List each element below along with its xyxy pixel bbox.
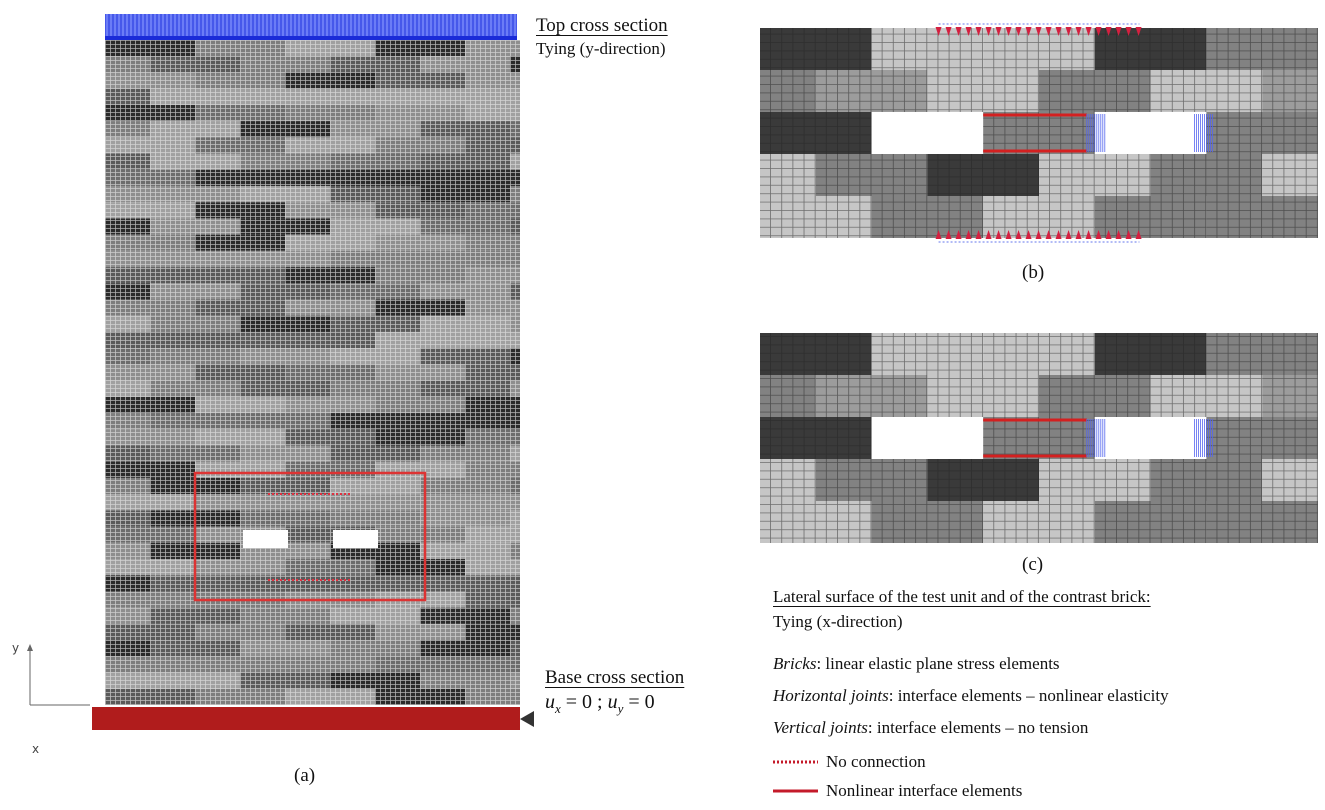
legend-key-label: No connection xyxy=(826,753,926,770)
mesh-grid xyxy=(105,40,520,705)
mesh-grid xyxy=(1039,154,1151,196)
condition-part: u xyxy=(545,691,555,713)
legend-key-label: Nonlinear interface elements xyxy=(826,782,1022,799)
axis-x-label: x xyxy=(32,743,39,755)
legend-term: Bricks xyxy=(773,654,816,673)
mesh-grid xyxy=(1151,154,1263,196)
condition-part: = 0 xyxy=(623,691,654,713)
mesh-grid xyxy=(1206,28,1318,70)
mesh-grid xyxy=(1039,375,1151,417)
brick xyxy=(1095,112,1207,154)
mesh-grid xyxy=(983,417,1095,459)
legend-description: : linear elastic plane stress elements xyxy=(816,654,1059,673)
mesh-grid xyxy=(816,375,928,417)
mesh-grid xyxy=(1262,375,1318,417)
mesh-grid xyxy=(1262,70,1318,112)
base-condition: ux = 0 ; uy = 0 xyxy=(545,692,655,715)
hole xyxy=(333,530,378,548)
top-label: Top cross section xyxy=(536,16,668,35)
mesh-grid xyxy=(760,70,816,112)
legend-item: Vertical joints: interface elements – no… xyxy=(773,719,1088,736)
mesh-grid xyxy=(760,154,816,196)
mesh-grid xyxy=(1262,154,1318,196)
mesh-grid xyxy=(927,70,1039,112)
mesh-grid xyxy=(1095,196,1207,238)
mesh-grid xyxy=(1095,501,1207,543)
legend-lateral-title: Lateral surface of the test unit and of … xyxy=(773,588,1151,605)
mesh-grid xyxy=(1095,333,1207,375)
legend-description: : interface elements – nonlinear elastic… xyxy=(889,686,1169,705)
mesh-grid xyxy=(872,501,984,543)
mesh-grid xyxy=(760,28,872,70)
brick xyxy=(872,417,984,459)
mesh-grid xyxy=(927,154,1039,196)
mesh-grid xyxy=(816,154,928,196)
mesh-grid xyxy=(927,459,1039,501)
axis-y-label: y xyxy=(12,642,19,654)
mesh-grid xyxy=(927,375,1039,417)
mesh-grid xyxy=(1151,459,1263,501)
legend-description: : interface elements – no tension xyxy=(868,718,1088,737)
mesh-grid xyxy=(1095,28,1207,70)
mesh-grid xyxy=(1039,70,1151,112)
legend-item: Horizontal joints: interface elements – … xyxy=(773,687,1169,704)
figure: Top cross section Tying (y-direction) Ba… xyxy=(0,0,1325,810)
mesh-grid xyxy=(1206,196,1318,238)
hole xyxy=(243,530,288,548)
caption-a: (a) xyxy=(294,766,315,785)
mesh-grid xyxy=(760,375,816,417)
mesh-grid xyxy=(1039,459,1151,501)
mesh-grid xyxy=(983,333,1095,375)
mesh-grid xyxy=(760,333,872,375)
mesh-grid xyxy=(1206,417,1318,459)
mesh-grid xyxy=(872,333,984,375)
brick xyxy=(872,112,984,154)
mesh-grid xyxy=(760,417,872,459)
mesh-grid xyxy=(983,501,1095,543)
mesh-grid xyxy=(816,70,928,112)
brick xyxy=(1095,417,1207,459)
legend-term: Vertical joints xyxy=(773,718,868,737)
mesh-grid xyxy=(872,196,984,238)
axis-arrow xyxy=(27,644,33,651)
legend-item: Bricks: linear elastic plane stress elem… xyxy=(773,655,1060,672)
mesh-grid xyxy=(1206,501,1318,543)
condition-part: = 0 ; xyxy=(561,691,608,713)
mesh-grid xyxy=(760,112,872,154)
mesh-grid xyxy=(760,501,872,543)
mesh-grid xyxy=(1206,112,1318,154)
base-label: Base cross section xyxy=(545,668,684,687)
mesh-grid xyxy=(1151,70,1263,112)
top-condition: Tying (y-direction) xyxy=(536,40,666,57)
mesh-grid xyxy=(760,196,872,238)
legend-lateral-condition: Tying (x-direction) xyxy=(773,613,903,630)
mesh-grid xyxy=(983,112,1095,154)
caption-b: (b) xyxy=(1022,263,1044,282)
mesh-grid xyxy=(1262,459,1318,501)
mesh-grid xyxy=(1151,375,1263,417)
mesh-grid xyxy=(816,459,928,501)
support-marker xyxy=(520,711,534,727)
legend-term: Horizontal joints xyxy=(773,686,889,705)
mesh-grid xyxy=(1206,333,1318,375)
mesh-grid xyxy=(760,459,816,501)
caption-c: (c) xyxy=(1022,555,1043,574)
mesh-grid xyxy=(872,28,984,70)
base-support xyxy=(92,707,520,730)
condition-part: u xyxy=(608,691,618,713)
